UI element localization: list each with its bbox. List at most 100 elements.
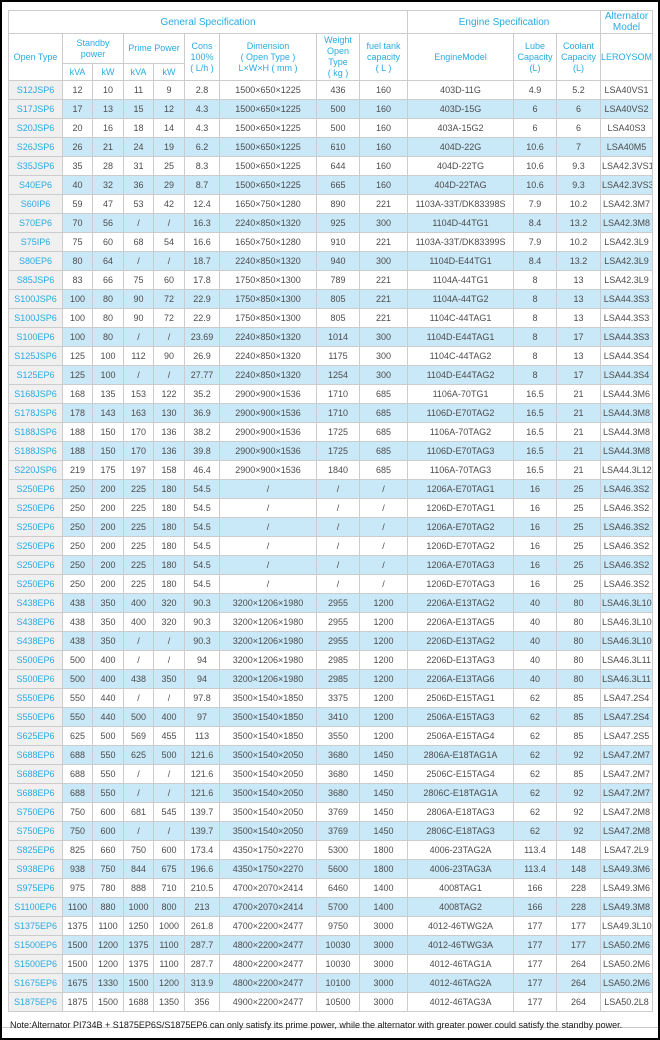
data-cell: 70: [62, 213, 93, 233]
data-cell: 4012-46TWG2A: [407, 916, 515, 936]
data-cell: 4700×2200×2477: [219, 916, 317, 936]
header-fuel-tank: fuel tank capacity ( L ): [358, 33, 409, 81]
data-cell: 1104D-E44TG1: [407, 251, 515, 271]
data-cell: 685: [358, 460, 409, 480]
data-cell: 72: [153, 308, 185, 328]
data-cell: LSA49.3M8: [600, 897, 654, 917]
data-cell: 1500×650×1225: [219, 118, 317, 138]
data-cell: 3200×1206×1980: [219, 650, 317, 670]
data-cell: 300: [358, 365, 409, 385]
data-cell: 4800×2200×2477: [219, 935, 317, 955]
data-cell: 19: [153, 137, 185, 157]
data-cell: 1500×650×1225: [219, 156, 317, 176]
data-cell: 16.5: [513, 460, 558, 480]
data-cell: 21: [92, 137, 124, 157]
model-name-cell: S625EP6: [8, 726, 63, 746]
table-row: S1875EP6 1875 1500 1688 1350 356 4900×2200×247…: [8, 992, 654, 1012]
data-cell: 3500×1540×2050: [219, 764, 317, 784]
table-row: S12JSP6 12 10 11 9 2.8 1500×650×1225 436 160 403D…: [8, 80, 654, 100]
data-cell: 10: [92, 80, 124, 100]
data-cell: 54.5: [184, 555, 220, 575]
model-name-cell: S250EP6: [8, 555, 63, 575]
data-cell: 1650×750×1280: [219, 232, 317, 252]
data-cell: 644: [316, 156, 360, 176]
data-cell: 2506C-E15TAG4: [407, 764, 515, 784]
data-cell: 625: [123, 745, 154, 765]
data-cell: 125: [62, 365, 93, 385]
model-name-cell: S550EP6: [8, 688, 63, 708]
data-cell: 56: [92, 213, 124, 233]
data-cell: 250: [62, 517, 93, 537]
data-cell: 24: [123, 137, 154, 157]
data-cell: 3000: [358, 954, 409, 974]
data-cell: 2806C-E18TAG3: [407, 821, 515, 841]
data-cell: 10.6: [513, 175, 558, 195]
data-cell: 228: [556, 897, 602, 917]
model-name-cell: S125JSP6: [8, 346, 63, 366]
data-cell: 1875: [62, 992, 93, 1012]
data-cell: 16.5: [513, 403, 558, 423]
data-cell: LSA47.2S5: [600, 726, 654, 746]
data-cell: 3500×1540×2050: [219, 745, 317, 765]
data-cell: 1675: [62, 973, 93, 993]
data-cell: 2955: [316, 612, 360, 632]
data-cell: 1800: [358, 859, 409, 879]
data-cell: 16.5: [513, 384, 558, 404]
data-cell: 94: [184, 669, 220, 689]
data-cell: 2240×850×1320: [219, 365, 317, 385]
data-cell: LSA44.3S3: [600, 289, 654, 309]
data-cell: 780: [92, 878, 124, 898]
data-cell: 225: [123, 574, 154, 594]
data-cell: 21: [556, 422, 602, 442]
data-cell: 219: [62, 460, 93, 480]
data-cell: LSA47.2M8: [600, 821, 654, 841]
data-cell: 9.3: [556, 156, 602, 176]
data-cell: /: [153, 213, 185, 233]
model-name-cell: S40EP6: [8, 175, 63, 195]
data-cell: 80: [556, 669, 602, 689]
data-cell: 3680: [316, 783, 360, 803]
model-name-cell: S1500EP6: [8, 935, 63, 955]
data-cell: 436: [316, 80, 360, 100]
data-cell: 750: [62, 821, 93, 841]
data-cell: 1206A-E70TAG3: [407, 555, 515, 575]
data-cell: 21: [556, 460, 602, 480]
data-cell: 16: [513, 498, 558, 518]
data-cell: 1206D-E70TAG3: [407, 574, 515, 594]
data-cell: 1750×850×1300: [219, 289, 317, 309]
data-cell: 8: [513, 289, 558, 309]
data-cell: 13: [556, 308, 602, 328]
data-cell: 6: [556, 99, 602, 119]
data-cell: 800: [153, 897, 185, 917]
data-cell: 400: [123, 612, 154, 632]
data-cell: /: [153, 365, 185, 385]
data-cell: LSA44.3S3: [600, 327, 654, 347]
data-cell: 1710: [316, 403, 360, 423]
data-cell: LSA40VS2: [600, 99, 654, 119]
table-row: S125JSP6 125 100 112 90 26.9 2240×850×1320 1175…: [8, 346, 654, 366]
data-cell: LSA44.3S3: [600, 308, 654, 328]
data-cell: 2900×900×1536: [219, 422, 317, 442]
data-cell: 1840: [316, 460, 360, 480]
data-cell: 160: [358, 80, 409, 100]
data-cell: 36: [123, 175, 154, 195]
data-cell: 1710: [316, 384, 360, 404]
data-cell: LSA46.3L10: [600, 593, 654, 613]
data-cell: 3200×1206×1980: [219, 669, 317, 689]
data-cell: 925: [316, 213, 360, 233]
data-cell: 1106A-70TAG3: [407, 460, 515, 480]
model-name-cell: S60IP6: [8, 194, 63, 214]
header-general-specification: General Specification: [7, 10, 409, 34]
data-cell: LSA44.3S4: [600, 365, 654, 385]
data-cell: 3550: [316, 726, 360, 746]
data-cell: 42: [153, 194, 185, 214]
data-cell: 92: [556, 745, 602, 765]
data-cell: /: [153, 251, 185, 271]
data-cell: 3500×1540×2050: [219, 821, 317, 841]
data-cell: 62: [513, 821, 558, 841]
data-cell: 8: [513, 308, 558, 328]
data-cell: 1800: [358, 840, 409, 860]
data-cell: 8.7: [184, 175, 220, 195]
data-cell: 300: [358, 346, 409, 366]
data-cell: 197: [123, 460, 154, 480]
